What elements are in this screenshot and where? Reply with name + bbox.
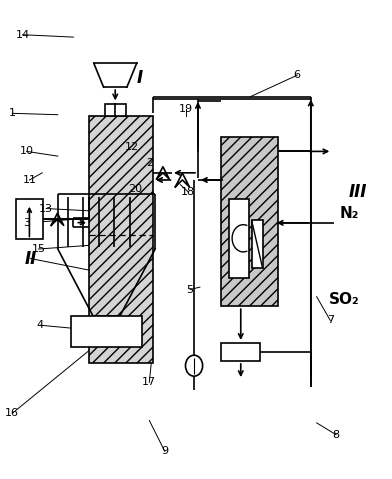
Text: 3: 3 (23, 218, 30, 228)
Bar (221, 137, 278, 306)
Text: II: II (24, 250, 37, 268)
Text: 15: 15 (31, 244, 45, 254)
Text: III: III (348, 183, 367, 201)
Text: 13: 13 (39, 204, 53, 214)
Bar (71, 316, 142, 347)
Text: 5: 5 (187, 285, 194, 295)
Text: 8: 8 (332, 430, 340, 440)
Text: 17: 17 (142, 377, 156, 388)
Bar (252, 220, 263, 268)
Text: SO₂: SO₂ (328, 292, 359, 307)
Text: I: I (136, 68, 143, 87)
Bar (221, 343, 260, 361)
Bar (16, 199, 43, 240)
Text: 2: 2 (146, 158, 153, 168)
Text: 11: 11 (22, 175, 36, 185)
Text: 20: 20 (129, 184, 143, 194)
Text: 4: 4 (37, 320, 44, 330)
Text: 10: 10 (20, 147, 34, 157)
Text: 7: 7 (327, 316, 334, 325)
Text: 14: 14 (16, 30, 30, 40)
Bar (89, 116, 153, 363)
Text: 18: 18 (181, 187, 195, 197)
Text: 12: 12 (125, 142, 139, 152)
Text: N₂: N₂ (340, 206, 359, 221)
Bar (105, 104, 126, 116)
Text: 1: 1 (9, 108, 16, 118)
Bar (229, 199, 249, 278)
Text: 19: 19 (179, 103, 193, 114)
Text: 6: 6 (294, 70, 301, 80)
Text: 9: 9 (161, 446, 169, 456)
Text: 16: 16 (5, 408, 19, 418)
Polygon shape (182, 173, 189, 187)
Polygon shape (175, 173, 182, 187)
